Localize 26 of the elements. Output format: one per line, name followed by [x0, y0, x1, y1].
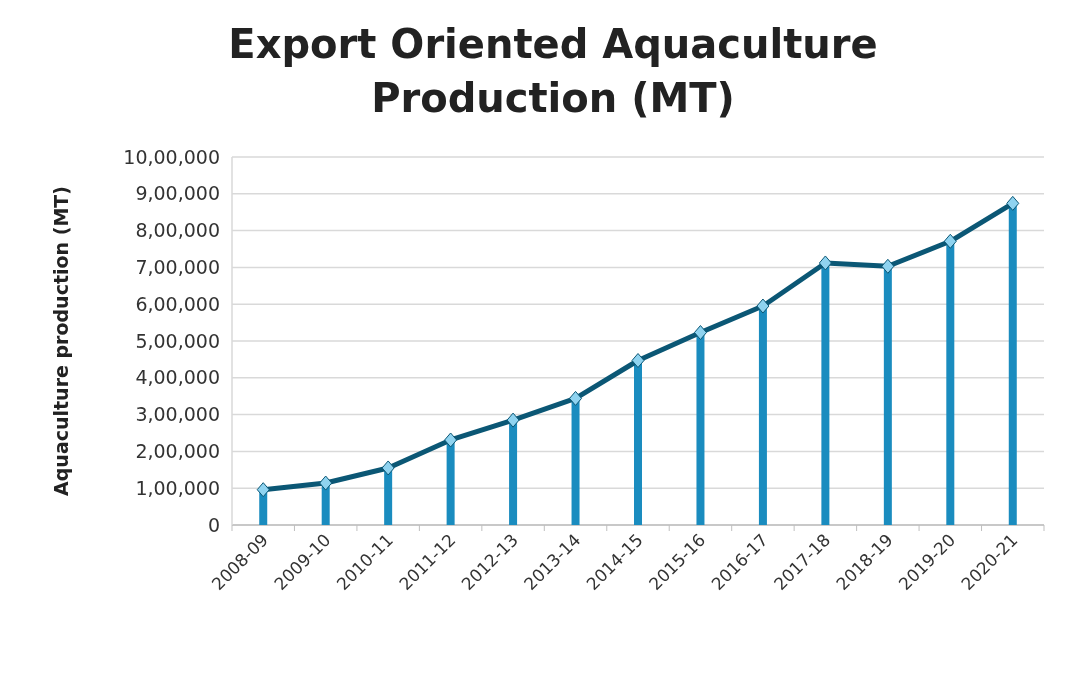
point — [506, 412, 520, 428]
y-tick-label: 0 — [207, 513, 220, 536]
y-tick-label: 7,00,000 — [135, 256, 220, 279]
point — [631, 353, 645, 368]
chart-title: Export Oriented Aquaculture Production (MT) — [228, 21, 878, 121]
y-tick-label: 6,00,000 — [135, 292, 220, 315]
y-tick-label: 8,00,000 — [135, 219, 220, 242]
y-tick-label: 5,00,000 — [135, 329, 220, 352]
y-tick-label: 4,00,000 — [135, 366, 220, 389]
point — [881, 258, 895, 274]
point — [756, 298, 770, 314]
y-tick-label: 10,00,000 — [123, 145, 220, 168]
point — [693, 325, 707, 341]
point — [256, 482, 270, 498]
point — [444, 432, 458, 448]
y-tick-label: 3,00,000 — [135, 403, 220, 426]
point — [1006, 195, 1020, 211]
point — [381, 460, 395, 476]
point — [569, 390, 583, 406]
point — [818, 255, 832, 271]
y-tick-label: 2,00,000 — [135, 440, 220, 463]
y-tick-label: 9,00,000 — [135, 182, 220, 205]
y-axis-title: Aquaculture production (MT) — [50, 186, 72, 496]
y-tick-label: 1,00,000 — [135, 476, 220, 499]
point — [319, 475, 333, 491]
point — [943, 233, 957, 249]
